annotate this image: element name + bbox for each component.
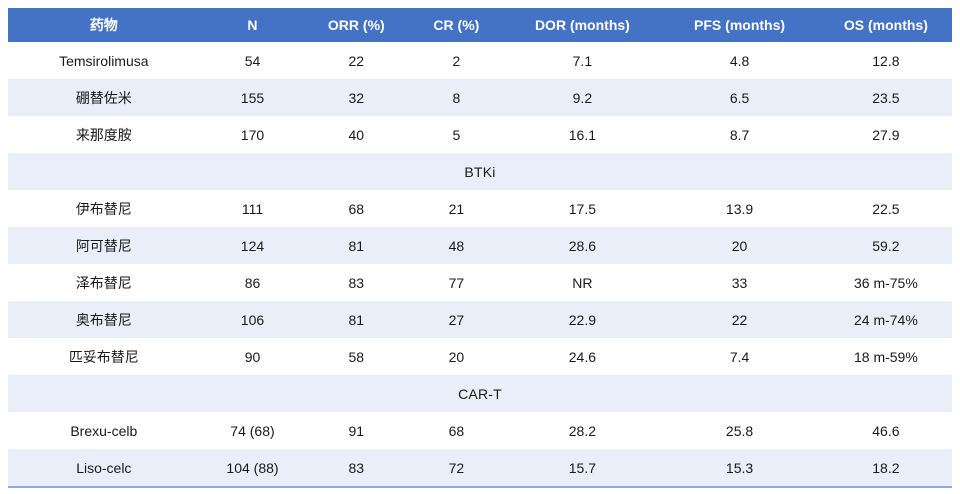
value-cell: 68	[407, 412, 506, 449]
table-row: 伊布替尼 111 68 21 17.5 13.9 22.5	[8, 190, 952, 227]
value-cell: 22	[659, 301, 820, 338]
table-row: Temsirolimusa 54 22 2 7.1 4.8 12.8	[8, 42, 952, 79]
section-label: BTKi	[8, 153, 952, 190]
table-row: 匹妥布替尼 90 58 20 24.6 7.4 18 m-59%	[8, 338, 952, 375]
drug-name-cell: 伊布替尼	[8, 190, 200, 227]
value-cell: 25.8	[659, 412, 820, 449]
value-cell: 21	[407, 190, 506, 227]
drug-name-cell: Liso-celc	[8, 449, 200, 487]
drug-name-cell: 奥布替尼	[8, 301, 200, 338]
value-cell: 90	[199, 338, 306, 375]
column-header-1: N	[199, 8, 306, 42]
value-cell: 58	[305, 338, 408, 375]
value-cell: 106	[199, 301, 306, 338]
value-cell: 124	[199, 227, 306, 264]
value-cell: 16.1	[505, 116, 660, 153]
value-cell: 13.9	[659, 190, 820, 227]
drug-name-cell: Brexu-celb	[8, 412, 200, 449]
value-cell: 68	[305, 190, 408, 227]
value-cell: 33	[659, 264, 820, 301]
value-cell: 2	[407, 42, 506, 79]
column-header-6: OS (months)	[819, 8, 952, 42]
value-cell: 40	[305, 116, 408, 153]
value-cell: 8.7	[659, 116, 820, 153]
value-cell: 18.2	[819, 449, 952, 487]
value-cell: 91	[305, 412, 408, 449]
value-cell: 104 (88)	[199, 449, 306, 487]
value-cell: 28.6	[505, 227, 660, 264]
table-row: 阿可替尼 124 81 48 28.6 20 59.2	[8, 227, 952, 264]
value-cell: 111	[199, 190, 306, 227]
value-cell: 4.8	[659, 42, 820, 79]
table-row: Brexu-celb 74 (68) 91 68 28.2 25.8 46.6	[8, 412, 952, 449]
value-cell: 23.5	[819, 79, 952, 116]
value-cell: 20	[659, 227, 820, 264]
value-cell: 54	[199, 42, 306, 79]
value-cell: 46.6	[819, 412, 952, 449]
value-cell: 81	[305, 227, 408, 264]
value-cell: 20	[407, 338, 506, 375]
drug-name-cell: 阿可替尼	[8, 227, 200, 264]
table-row: 来那度胺 170 40 5 16.1 8.7 27.9	[8, 116, 952, 153]
value-cell: 27.9	[819, 116, 952, 153]
value-cell: 17.5	[505, 190, 660, 227]
value-cell: 83	[305, 264, 408, 301]
value-cell: NR	[505, 264, 660, 301]
table-row: 奥布替尼 106 81 27 22.9 22 24 m-74%	[8, 301, 952, 338]
value-cell: 7.4	[659, 338, 820, 375]
drug-name-cell: Temsirolimusa	[8, 42, 200, 79]
value-cell: 15.7	[505, 449, 660, 487]
value-cell: 22	[305, 42, 408, 79]
value-cell: 22.9	[505, 301, 660, 338]
section-row: BTKi	[8, 153, 952, 190]
drug-name-cell: 匹妥布替尼	[8, 338, 200, 375]
drug-comparison-table: 药物 N ORR (%) CR (%) DOR (months) PFS (months)…	[8, 8, 952, 488]
column-header-4: DOR (months)	[505, 8, 660, 42]
value-cell: 8	[407, 79, 506, 116]
value-cell: 27	[407, 301, 506, 338]
header-row: 药物 N ORR (%) CR (%) DOR (months) PFS (months)…	[8, 8, 952, 42]
section-row: CAR-T	[8, 375, 952, 412]
column-header-5: PFS (months)	[659, 8, 820, 42]
table-row: 硼替佐米 155 32 8 9.2 6.5 23.5	[8, 79, 952, 116]
value-cell: 9.2	[505, 79, 660, 116]
column-header-3: CR (%)	[407, 8, 506, 42]
value-cell: 22.5	[819, 190, 952, 227]
value-cell: 28.2	[505, 412, 660, 449]
section-label: CAR-T	[8, 375, 952, 412]
value-cell: 15.3	[659, 449, 820, 487]
value-cell: 7.1	[505, 42, 660, 79]
value-cell: 155	[199, 79, 306, 116]
column-header-0: 药物	[8, 8, 200, 42]
value-cell: 6.5	[659, 79, 820, 116]
column-header-2: ORR (%)	[305, 8, 408, 42]
value-cell: 81	[305, 301, 408, 338]
value-cell: 170	[199, 116, 306, 153]
drug-name-cell: 来那度胺	[8, 116, 200, 153]
value-cell: 83	[305, 449, 408, 487]
value-cell: 12.8	[819, 42, 952, 79]
value-cell: 72	[407, 449, 506, 487]
table-row: Liso-celc 104 (88) 83 72 15.7 15.3 18.2	[8, 449, 952, 487]
value-cell: 77	[407, 264, 506, 301]
value-cell: 24.6	[505, 338, 660, 375]
value-cell: 74 (68)	[199, 412, 306, 449]
value-cell: 24 m-74%	[819, 301, 952, 338]
table-header: 药物 N ORR (%) CR (%) DOR (months) PFS (months)…	[8, 8, 952, 42]
value-cell: 86	[199, 264, 306, 301]
table-row: 泽布替尼 86 83 77 NR 33 36 m-75%	[8, 264, 952, 301]
value-cell: 36 m-75%	[819, 264, 952, 301]
value-cell: 59.2	[819, 227, 952, 264]
value-cell: 32	[305, 79, 408, 116]
value-cell: 5	[407, 116, 506, 153]
table-body: Temsirolimusa 54 22 2 7.1 4.8 12.8 硼替佐米 155 32 8 9.…	[8, 42, 952, 487]
value-cell: 18 m-59%	[819, 338, 952, 375]
drug-name-cell: 泽布替尼	[8, 264, 200, 301]
drug-name-cell: 硼替佐米	[8, 79, 200, 116]
value-cell: 48	[407, 227, 506, 264]
